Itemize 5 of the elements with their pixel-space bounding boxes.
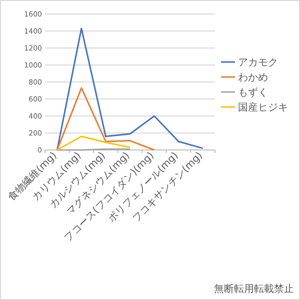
legend-label: わかめ bbox=[238, 72, 268, 84]
text: 無断転用転載禁止 bbox=[214, 283, 294, 295]
legend-label: もずく bbox=[238, 86, 268, 98]
legend-label: アカモク bbox=[238, 58, 278, 68]
legend-label: 国産ヒジキ bbox=[238, 102, 288, 114]
